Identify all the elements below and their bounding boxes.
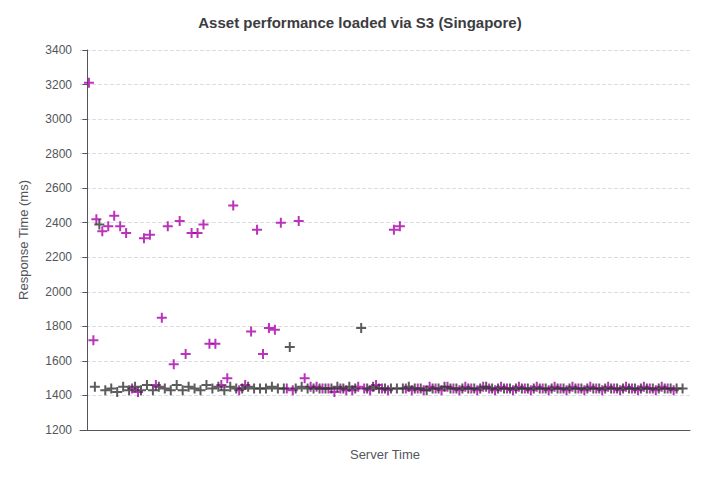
svg-text:Asset performance loaded via S: Asset performance loaded via S3 (Singapo… — [198, 14, 521, 31]
svg-text:Server Time: Server Time — [350, 447, 420, 462]
svg-text:1800: 1800 — [45, 319, 72, 333]
svg-text:1200: 1200 — [45, 423, 72, 437]
svg-text:2400: 2400 — [45, 216, 72, 230]
svg-text:3200: 3200 — [45, 78, 72, 92]
svg-text:1600: 1600 — [45, 354, 72, 368]
svg-text:2000: 2000 — [45, 285, 72, 299]
svg-text:3400: 3400 — [45, 43, 72, 57]
svg-text:Response Time (ms): Response Time (ms) — [16, 180, 31, 300]
svg-text:3000: 3000 — [45, 112, 72, 126]
svg-text:2600: 2600 — [45, 181, 72, 195]
svg-text:2800: 2800 — [45, 147, 72, 161]
svg-text:1400: 1400 — [45, 388, 72, 402]
svg-text:2200: 2200 — [45, 250, 72, 264]
